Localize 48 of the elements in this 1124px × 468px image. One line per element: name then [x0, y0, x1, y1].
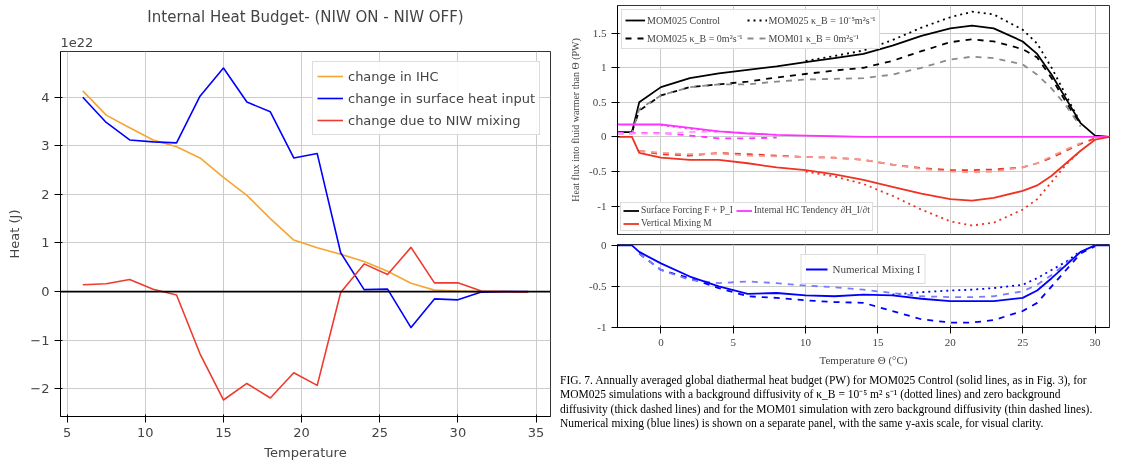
y-tick-label: 2	[41, 186, 50, 202]
y-tick-label: 4	[41, 89, 50, 105]
caption: FIG. 7. Annually averaged global diathermal heat budget (PW) for MOM025 Control (solid lines, as in Fig. 3), for MOM025 simulations with a background diffusivity of κ_B = 10⁻⁵ m² s⁻¹ (dotted lines) and zero background diffusivity (thick dashed lines) and for the MOM01 simulation with zero background diffusivity (thin dashed lines). Numerical mixing (blue lines) is shown on a separate panel, with the same y-axis scale, for visual clarity.	[560, 373, 1094, 431]
x-tick-label: 20	[293, 424, 310, 440]
x-tick-label: 35	[527, 424, 545, 440]
y-tick-label: 0	[601, 130, 607, 143]
x-tick-label: 5	[63, 424, 72, 440]
legend-label: Vertical Mixing M	[641, 218, 712, 228]
x-tick-label: 5	[730, 335, 737, 348]
y-tick-label: 1	[41, 235, 50, 251]
y-tick-label: 0	[41, 284, 50, 300]
legend-label: change due to NIW mixing	[347, 112, 521, 128]
x-tick-label: 0	[658, 335, 665, 348]
legend-label: MOM025 Control	[647, 14, 721, 26]
x-axis-title: Temperature	[263, 444, 347, 460]
x-axis-title: Temperature Θ (°C)	[819, 353, 908, 367]
legend-label: MOM01 κ_B = 0m²s⁻¹	[768, 32, 860, 45]
y-tick-label: 1	[601, 61, 607, 74]
x-tick-label: 15	[872, 335, 884, 348]
legend-label: change in surface heat input	[347, 90, 535, 106]
y-tick-label: -1	[597, 199, 607, 212]
legend-label: MOM025 κ_B = 10⁻⁵m²s⁻¹	[768, 14, 876, 27]
legend-label: change in IHC	[347, 68, 439, 84]
y-axis-title: Heat (J)	[7, 209, 23, 259]
x-tick-label: 15	[215, 424, 232, 440]
annotation: Surface Forcing F + P_I	[641, 205, 733, 215]
legend-label: Numerical Mixing I	[832, 263, 921, 275]
y-tick-label: -0.5	[589, 165, 607, 178]
y-axis-title: Heat flux into fluid warmer than Θ (PW)	[570, 38, 583, 202]
legend-label: MOM025 κ_B = 0m²s⁻¹	[647, 32, 743, 45]
x-tick-label: 20	[944, 335, 957, 348]
y-tick-label: 0	[601, 238, 607, 251]
y-tick-label: −2	[30, 381, 50, 397]
y-tick-label: 3	[41, 138, 50, 154]
y-tick-label: 0.5	[592, 95, 607, 108]
x-tick-label: 10	[800, 335, 812, 348]
x-tick-label: 10	[137, 424, 154, 440]
x-tick-label: 25	[1017, 335, 1029, 348]
x-tick-label: 25	[371, 424, 389, 440]
text: 1e22	[60, 34, 94, 50]
y-tick-label: −1	[30, 332, 50, 348]
y-tick-label: 1.5	[592, 26, 607, 39]
chart-title: Internal Heat Budget- (NIW ON - NIW OFF)	[147, 7, 464, 26]
x-tick-label: 30	[449, 424, 467, 440]
x-tick-label: 30	[1089, 335, 1102, 348]
legend-label: Internal HC Tendency ∂H_I/∂t	[753, 205, 870, 215]
y-tick-label: -1	[597, 321, 607, 333]
y-tick-label: -0.5	[589, 279, 607, 292]
